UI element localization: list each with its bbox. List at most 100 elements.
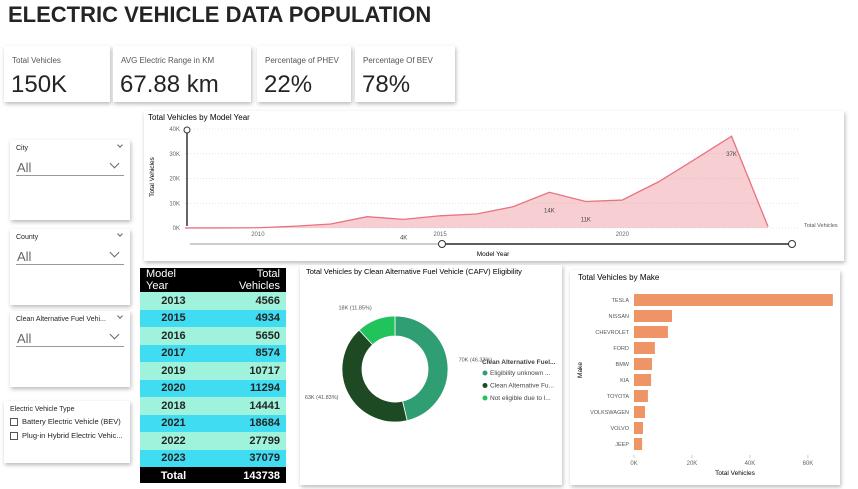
table-visual: Model Year Total Vehicles 2013 4566 2015 4934…: [140, 268, 286, 483]
table-cell: 14441: [249, 399, 280, 412]
bar: [634, 342, 655, 354]
kpi-label: Percentage of PHEV: [265, 56, 339, 65]
y-tick-label: NISSAN: [609, 314, 630, 320]
y-tick-label: FORD: [613, 346, 629, 352]
bar: [634, 358, 652, 370]
kpi-value: 22%: [264, 71, 313, 98]
table-cell: 2018: [161, 399, 186, 412]
slider-handle: [438, 240, 446, 248]
x-tick-label: 2020: [616, 232, 630, 238]
chart-panel: [144, 111, 844, 261]
slider-handle: [183, 126, 191, 134]
legend-marker: [482, 395, 488, 401]
table-row: 2017 8574: [140, 344, 286, 362]
area-line: [184, 135, 769, 229]
table-cell: 4934: [255, 312, 280, 325]
x-axis-title: Total Vehicles: [715, 470, 755, 477]
bar: [634, 438, 643, 450]
slider-handle: [788, 240, 796, 248]
option-label: Plug-in Hybrid Electric Vehic...: [22, 431, 123, 440]
table-row: 2013 4566: [140, 292, 286, 310]
table-cell: 2023: [161, 452, 186, 465]
slicer-dropdown[interactable]: All: [16, 158, 124, 176]
donut-slice: [341, 329, 408, 423]
y-tick-label: TOYOTA: [607, 394, 629, 400]
y-tick-label: 40K: [169, 127, 180, 133]
y-axis-title: Total Vehicles: [149, 156, 156, 196]
table-cell: 2019: [161, 364, 186, 377]
bar: [634, 374, 652, 386]
table-cell: 2015: [161, 312, 186, 325]
slicer-label: County: [16, 234, 39, 241]
kpi-card: Total Vehicles 150K: [4, 46, 110, 102]
table-cell: 2021: [161, 417, 186, 430]
slicer-dropdown[interactable]: All: [16, 329, 124, 347]
bar: [634, 390, 648, 402]
slicer-value: All: [17, 160, 32, 175]
table-cell: 4566: [255, 294, 280, 307]
legend-label: Not eligible due to l...: [490, 395, 551, 402]
bar: [634, 310, 672, 322]
data-label: 18K (11.85%): [338, 305, 371, 311]
y-tick-label: CHEVROLET: [595, 330, 629, 336]
slicer-dropdown[interactable]: All: [16, 247, 124, 265]
legend-label: Total Vehicles: [804, 223, 838, 229]
table-row: 2016 5650: [140, 327, 286, 345]
y-tick-label: VOLVO: [610, 426, 629, 432]
data-label: 11K: [581, 217, 591, 223]
slicer-label: Electric Vehicle Type: [10, 406, 75, 413]
table-cell: 10717: [249, 364, 280, 377]
slicer: City All: [10, 140, 130, 220]
slicer: County All: [10, 229, 130, 305]
header-row: Model Year Total Vehicles: [140, 268, 286, 292]
y-tick-label: 0K: [173, 226, 180, 232]
legend-label: Clean Alternative Fu...: [490, 383, 554, 390]
checkbox[interactable]: [10, 418, 18, 427]
data-label: 70K (46.32%): [459, 358, 493, 364]
x-tick-label: 2015: [433, 232, 447, 238]
data-label: 37K: [726, 152, 737, 158]
table-cell: 2022: [161, 434, 186, 447]
data-label: 63K (41.83%): [305, 395, 339, 401]
kpi-card: Percentage of PHEV 22%: [257, 46, 351, 102]
slicer: Electric Vehicle Type Battery Electric Ve…: [4, 401, 130, 463]
column-header[interactable]: Model Year: [140, 268, 207, 292]
kpi-value: 150K: [11, 71, 68, 98]
kpi-label: AVG Electric Range in KM: [121, 56, 215, 65]
table-row: 2021 18684: [140, 414, 286, 432]
table-cell: 2017: [161, 347, 186, 360]
slicer-value: All: [17, 331, 32, 346]
y-tick-label: 30K: [169, 152, 180, 158]
table-row: 2023 37079: [140, 449, 286, 467]
chart-title: Total Vehicles by Model Year: [148, 113, 250, 122]
table-row: 2018 14441: [140, 397, 286, 415]
x-tick-label: 2010: [251, 232, 265, 238]
slicer-value: All: [17, 249, 32, 264]
y-tick-label: 20K: [169, 177, 180, 183]
x-tick-label: 0K: [630, 461, 637, 467]
chart-title: Total Vehicles by Clean Alternative Fuel…: [306, 267, 522, 276]
kpi-card: Percentage Of BEV 78%: [355, 46, 455, 102]
data-label: 4K: [400, 235, 407, 241]
data-label: 14K: [544, 208, 555, 214]
y-tick-label: TESLA: [612, 298, 630, 304]
table-cell: 5650: [255, 329, 280, 342]
table-cell: Total: [160, 469, 187, 482]
table-cell: 27799: [249, 434, 280, 447]
checkbox[interactable]: [10, 432, 18, 441]
column-header[interactable]: Total Vehicles: [206, 268, 286, 292]
checkbox-option[interactable]: Plug-in Hybrid Electric Vehic...: [10, 431, 123, 441]
table-row: 2019 10717: [140, 362, 286, 380]
donut-slice: [394, 315, 449, 422]
y-tick-label: JEEP: [615, 442, 629, 448]
area-fill: [185, 136, 768, 228]
kpi-card: AVG Electric Range in KM 67.88 km: [113, 46, 251, 102]
bar: [634, 326, 668, 338]
table-row: 2015 4934: [140, 309, 286, 327]
checkbox-option[interactable]: Battery Electric Vehicle (BEV): [10, 417, 121, 427]
data-table: Model Year Total Vehicles 2013 4566 2015 4934…: [140, 268, 286, 483]
option-label: Battery Electric Vehicle (BEV): [22, 417, 121, 426]
x-axis-title: Model Year: [477, 251, 510, 258]
slicer: Clean Alternative Fuel Vehi... All: [10, 311, 130, 387]
